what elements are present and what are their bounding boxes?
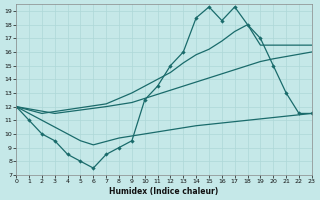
X-axis label: Humidex (Indice chaleur): Humidex (Indice chaleur) [109,187,219,196]
